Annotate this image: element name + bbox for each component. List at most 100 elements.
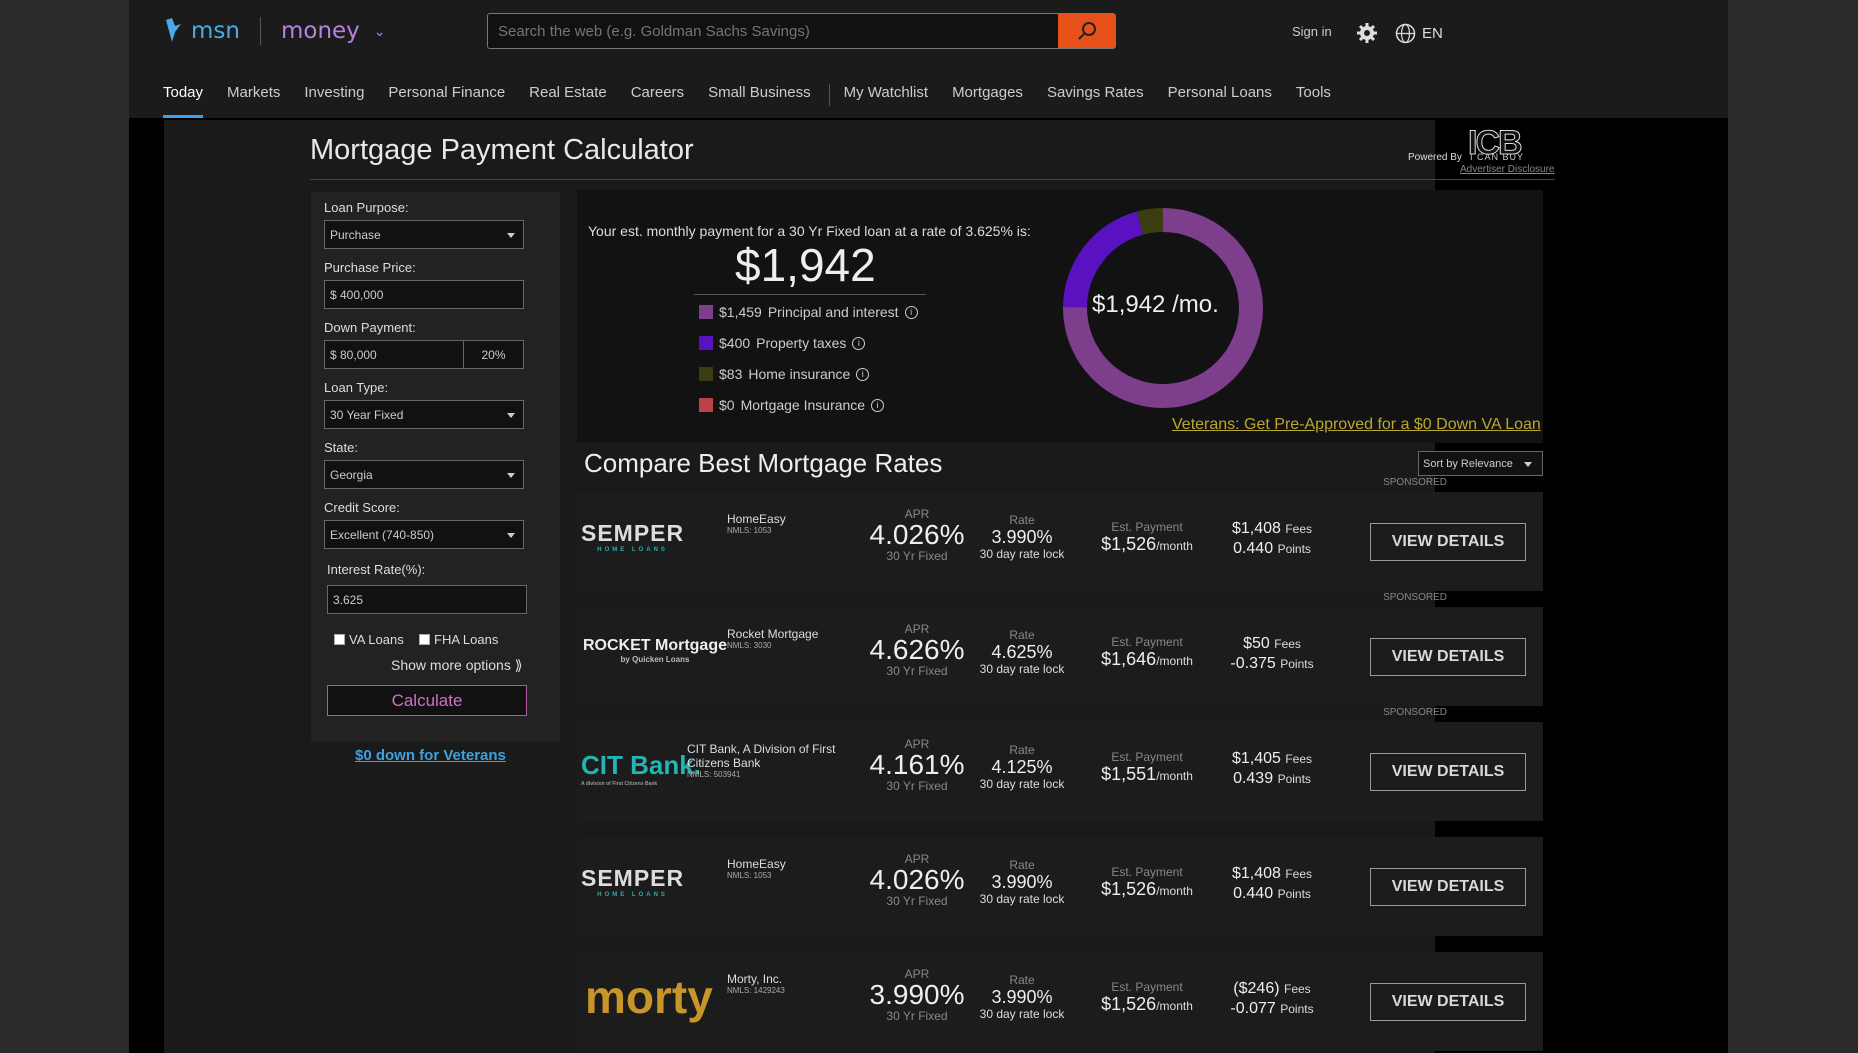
legend-label: Principal and interest (767, 304, 899, 320)
purchase-price-input[interactable]: $ 400,000 (324, 280, 524, 309)
gear-icon[interactable] (1356, 22, 1378, 44)
nav-personal-loans[interactable]: Personal Loans (1167, 84, 1272, 101)
payment-per: /month (1156, 769, 1193, 783)
payment-label: Est. Payment (1111, 865, 1183, 879)
loan-purpose-label: Loan Purpose: (324, 200, 409, 215)
credit-score-label: Credit Score: (324, 500, 400, 515)
nav-savings-rates[interactable]: Savings Rates (1046, 84, 1144, 101)
down-payment-input[interactable]: $ 80,000 (324, 340, 464, 369)
fha-loans-checkbox[interactable]: FHA Loans (419, 632, 498, 647)
veterans-link[interactable]: $0 down for Veterans (355, 747, 506, 764)
logo-subtext: by Quicken Loans (620, 655, 690, 664)
rate-label: Rate (1009, 743, 1035, 757)
lender-name[interactable]: Morty, Inc. (727, 972, 783, 986)
info-icon[interactable]: i (856, 367, 870, 381)
info-icon[interactable]: i (904, 305, 918, 319)
lender-nmls: NMLS: 3030 (727, 641, 772, 650)
lender-info: Rocket Mortgage NMLS: 3030 (727, 627, 867, 650)
lender-row: SPONSORED SEMPER HOME LOANS HomeEasy NMLS… (577, 477, 1543, 591)
chevron-down-icon (507, 533, 515, 538)
down-payment-percent-input[interactable]: 20% (463, 340, 524, 369)
state-select[interactable]: Georgia (324, 460, 524, 489)
purchase-price-label: Purchase Price: (324, 260, 416, 275)
nav-tools[interactable]: Tools (1295, 84, 1331, 101)
calculate-button[interactable]: Calculate (327, 685, 527, 716)
nav-today[interactable]: Today (163, 84, 204, 118)
loan-purpose-select[interactable]: Purchase (324, 220, 524, 249)
info-icon[interactable]: i (852, 336, 866, 350)
payment-donut-chart (1063, 208, 1263, 408)
points-value: 0.440 (1233, 885, 1274, 902)
icb-logo-sub: I CAN BUY (1470, 152, 1525, 162)
nav-real-estate[interactable]: Real Estate (529, 84, 607, 101)
view-details-button[interactable]: VIEW DETAILS (1370, 638, 1526, 676)
search-button[interactable] (1058, 14, 1115, 48)
lender-name[interactable]: HomeEasy (727, 857, 786, 871)
nav-markets[interactable]: Markets (227, 84, 281, 101)
interest-rate-input[interactable]: 3.625 (327, 585, 527, 614)
rate-column: Rate 4.625% 30 day rate lock (972, 628, 1072, 676)
lender-info: Morty, Inc. NMLS: 1429243 (727, 972, 867, 995)
view-details-button[interactable]: VIEW DETAILS (1370, 523, 1526, 561)
payment-per: /month (1156, 539, 1193, 553)
lender-row: SPONSORED CIT Bank. A division of First C… (577, 707, 1543, 821)
rate-lock: 30 day rate lock (979, 547, 1065, 561)
donut-center-label: $1,942 /mo. (1092, 291, 1219, 318)
info-icon[interactable]: i (871, 398, 885, 412)
nav-personal-finance[interactable]: Personal Finance (388, 84, 506, 101)
show-more-options-link[interactable]: Show more options ⟫ (391, 657, 523, 673)
msn-money-logo[interactable]: msn money ⌄ (163, 16, 386, 46)
nav-my-watchlist[interactable]: My Watchlist (843, 84, 929, 101)
view-details-button[interactable]: VIEW DETAILS (1370, 868, 1526, 906)
fees-value: $1,408 (1231, 865, 1281, 882)
rate-column: Rate 4.125% 30 day rate lock (972, 743, 1072, 791)
rate-label: Rate (1009, 513, 1035, 527)
loan-type-select[interactable]: 30 Year Fixed (324, 400, 524, 429)
loan-term: 30 Yr Fixed (886, 779, 948, 793)
advertiser-disclosure-link[interactable]: Advertiser Disclosure (1460, 164, 1555, 175)
payment-column: Est. Payment $1,526/month (1087, 980, 1207, 1015)
sort-select[interactable]: Sort by Relevance (1418, 451, 1543, 476)
view-details-button[interactable]: VIEW DETAILS (1370, 983, 1526, 1021)
chevron-down-icon (507, 473, 515, 478)
payment-column: Est. Payment $1,526/month (1087, 520, 1207, 555)
va-loans-label: VA Loans (349, 632, 404, 647)
language-label: EN (1422, 25, 1443, 42)
lender-name[interactable]: Rocket Mortgage (727, 627, 819, 641)
loan-term: 30 Yr Fixed (886, 549, 948, 563)
chevron-down-icon (507, 413, 515, 418)
interest-rate-label: Interest Rate(%): (327, 562, 426, 577)
nav-small-business[interactable]: Small Business (708, 84, 811, 101)
language-selector[interactable]: EN (1395, 23, 1443, 44)
va-preapproval-link[interactable]: Veterans: Get Pre-Approved for a $0 Down… (1172, 416, 1541, 433)
rate-lock: 30 day rate lock (979, 777, 1065, 791)
payment-value: $1,551 (1101, 764, 1157, 784)
fees-label: Fees (1285, 867, 1313, 881)
va-loans-checkbox[interactable]: VA Loans (334, 632, 404, 647)
payment-label: Est. Payment (1111, 635, 1183, 649)
rate-value: 3.990% (991, 987, 1053, 1007)
lender-row: SPONSORED ROCKET Mortgage by Quicken Loan… (577, 592, 1543, 706)
down-payment-label: Down Payment: (324, 320, 416, 335)
points-value: 0.439 (1233, 770, 1274, 787)
powered-by-label: Powered By (1408, 152, 1462, 163)
view-details-button[interactable]: VIEW DETAILS (1370, 753, 1526, 791)
fees-value: $1,408 (1231, 520, 1281, 537)
chevron-down-icon[interactable]: ⌄ (373, 22, 386, 39)
fees-column: $1,408 Fees 0.440 Points (1217, 864, 1327, 904)
nav-careers[interactable]: Careers (630, 84, 685, 101)
credit-score-select[interactable]: Excellent (740-850) (324, 520, 524, 549)
rate-value: 4.625% (991, 642, 1053, 662)
payment-column: Est. Payment $1,551/month (1087, 750, 1207, 785)
fees-value: $1,405 (1231, 750, 1281, 767)
fees-column: $50 Fees -0.375 Points (1217, 634, 1327, 674)
payment-per: /month (1156, 884, 1193, 898)
payment-value: $1,526 (1101, 994, 1157, 1014)
lender-name[interactable]: CIT Bank, A Division of First Citizens B… (687, 742, 836, 770)
nav-investing[interactable]: Investing (304, 84, 365, 101)
nav-mortgages[interactable]: Mortgages (952, 84, 1023, 101)
lender-name[interactable]: HomeEasy (727, 512, 786, 526)
search-input[interactable] (488, 14, 1056, 48)
sign-in-link[interactable]: Sign in (1292, 24, 1332, 39)
sponsored-label: SPONSORED (1383, 477, 1447, 488)
